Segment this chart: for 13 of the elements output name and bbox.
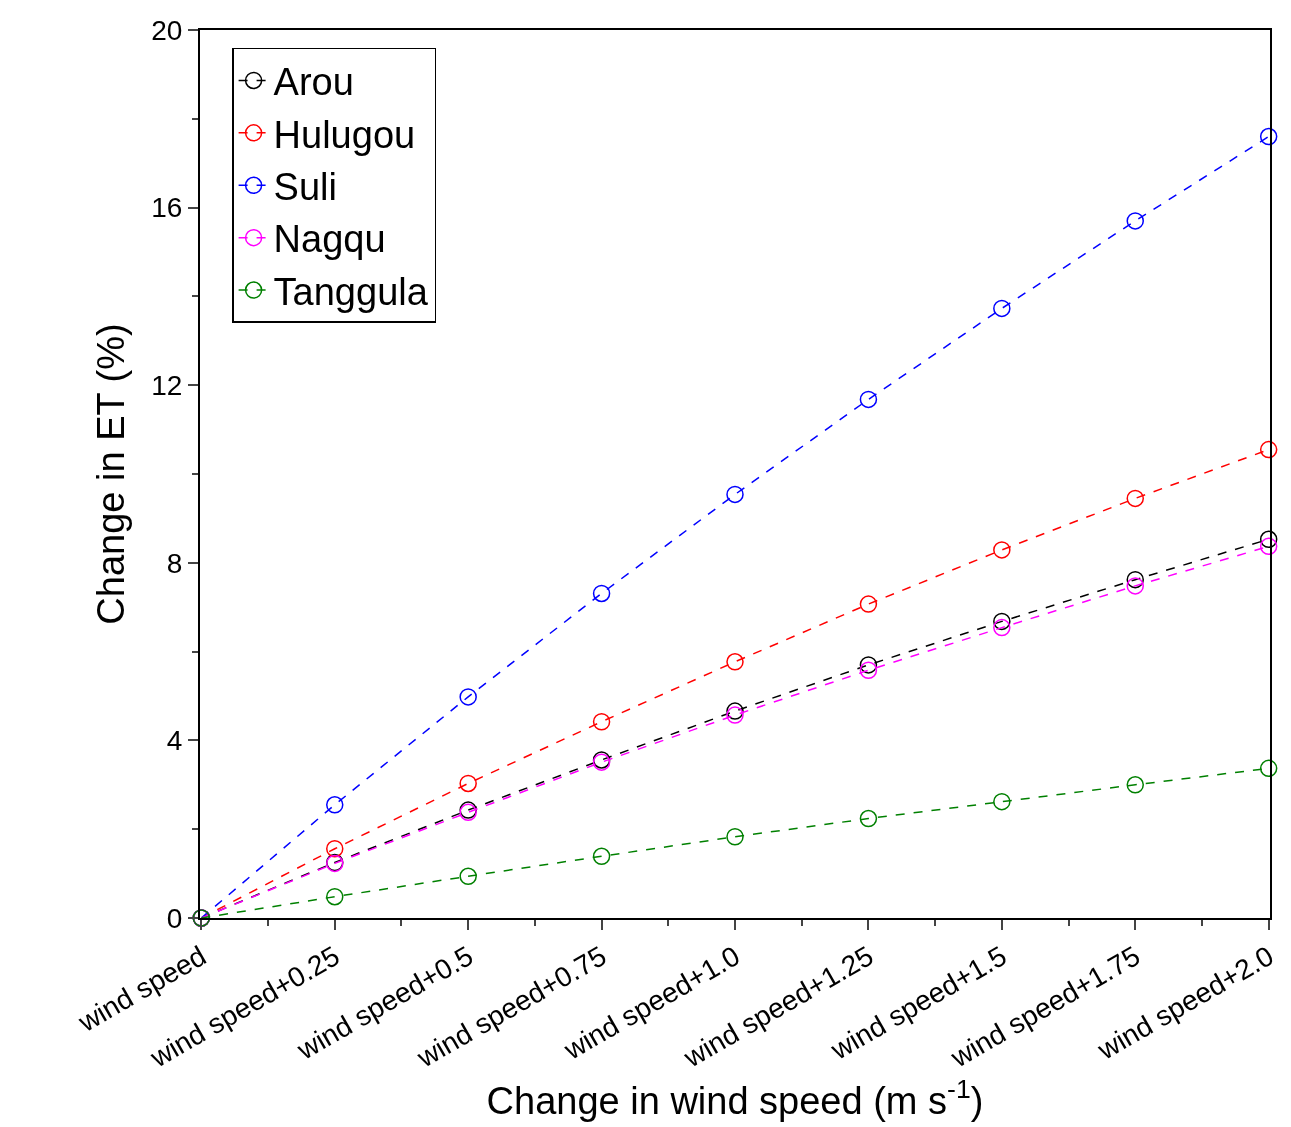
y-axis-title: Change in ET (%) xyxy=(89,323,132,625)
y-tick-label: 16 xyxy=(151,192,183,224)
legend-label: Hulugou xyxy=(273,113,416,156)
x-axis-title: Change in wind speed (m s$^{-1}$) xyxy=(486,1074,984,1123)
y-tick-label: 0 xyxy=(166,902,183,934)
y-tick-label: 12 xyxy=(151,370,183,401)
y-tick-label: 20 xyxy=(151,14,183,46)
y-tick-label: 8 xyxy=(166,547,183,579)
legend-label: Tanggula xyxy=(273,270,429,313)
y-tick-label: 4 xyxy=(166,725,183,757)
legend-label: Nagqu xyxy=(273,218,386,261)
legend-label: Arou xyxy=(273,61,354,104)
legend-label: Suli xyxy=(273,166,337,209)
